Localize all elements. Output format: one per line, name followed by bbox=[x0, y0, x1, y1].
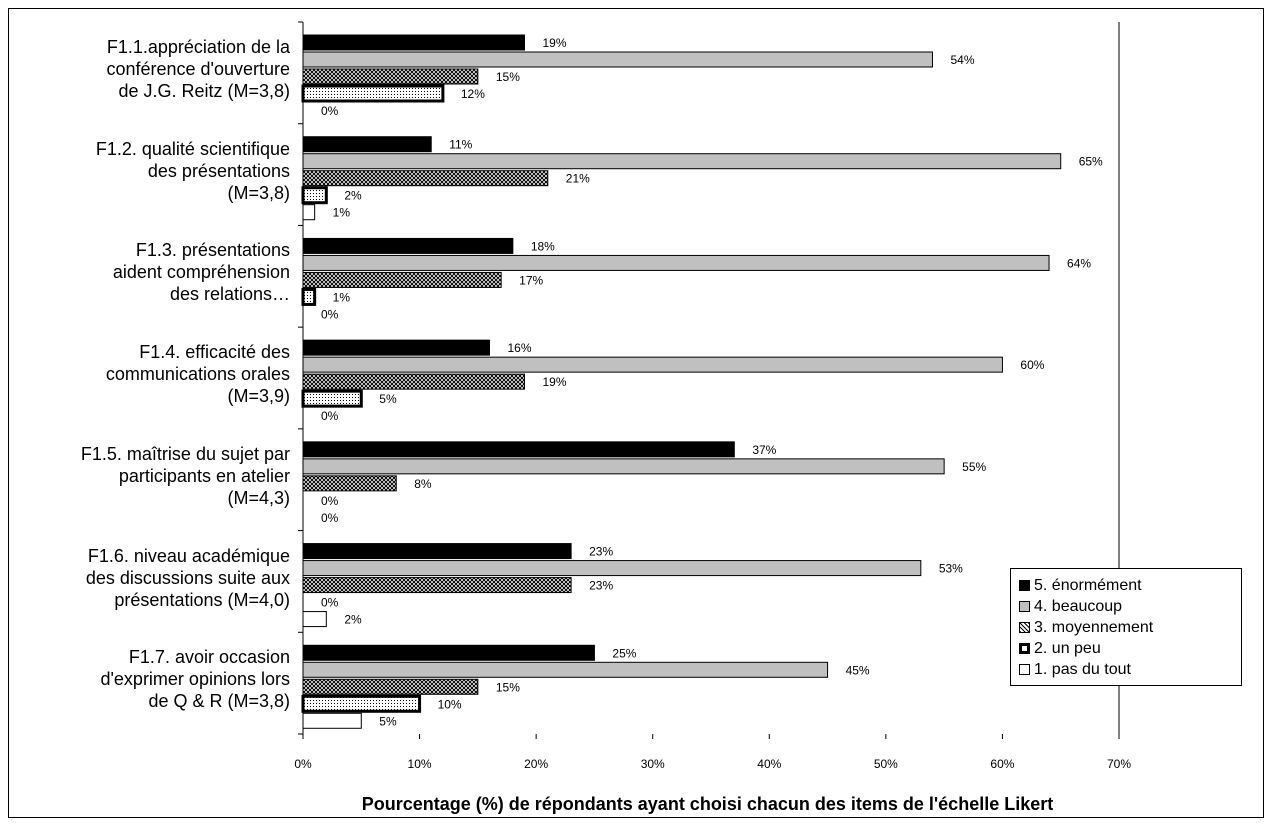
data-label: 0% bbox=[321, 307, 339, 321]
data-label: 11% bbox=[449, 138, 472, 152]
data-label: 53% bbox=[939, 562, 963, 576]
data-label: 19% bbox=[542, 36, 566, 50]
data-label: 10% bbox=[438, 697, 462, 711]
bar bbox=[301, 389, 363, 408]
bar bbox=[302, 441, 735, 458]
bar bbox=[301, 84, 445, 103]
bar bbox=[302, 339, 491, 356]
data-label: 23% bbox=[589, 545, 613, 559]
data-label: 0% bbox=[321, 511, 339, 525]
category-label: F1.1.appréciation de la conférence d'ouv… bbox=[106, 37, 290, 101]
data-label: 25% bbox=[612, 646, 636, 660]
bar bbox=[302, 271, 502, 288]
data-label: 65% bbox=[1079, 155, 1103, 169]
plot-area: 0% 10% 20% 30% 40% 50% 60% 70% 19% 54% 15% 12% 0% 11%… bbox=[294, 21, 1131, 771]
bar bbox=[302, 373, 525, 390]
category-label: F1.6. niveau académique des discussions … bbox=[85, 545, 290, 610]
data-label: 2% bbox=[344, 613, 362, 627]
category-label: F1.3. présentations aident compréhension… bbox=[112, 240, 290, 305]
bar bbox=[302, 204, 316, 221]
bar bbox=[302, 712, 362, 729]
bar bbox=[302, 661, 829, 678]
x-tick-label: 0% bbox=[294, 757, 312, 771]
legend-swatch-beaucoup bbox=[1019, 601, 1030, 612]
x-tick-label: 30% bbox=[641, 757, 665, 771]
bar bbox=[301, 186, 328, 205]
data-label: 19% bbox=[542, 375, 566, 389]
data-label: 5% bbox=[379, 714, 397, 728]
data-label: 37% bbox=[752, 443, 776, 457]
data-label: 0% bbox=[321, 409, 339, 423]
bar bbox=[302, 543, 572, 560]
legend-label: 1. pas du tout bbox=[1034, 660, 1131, 678]
bar bbox=[302, 237, 514, 254]
x-axis-title: Pourcentage (%) de répondants ayant choi… bbox=[361, 794, 1054, 814]
data-label: 2% bbox=[344, 189, 362, 203]
bar bbox=[302, 68, 479, 85]
bar bbox=[302, 678, 479, 695]
x-tick-label: 50% bbox=[874, 757, 898, 771]
legend-label: 2. un peu bbox=[1034, 639, 1101, 657]
bar bbox=[302, 34, 525, 51]
x-tick-label: 60% bbox=[990, 757, 1014, 771]
legend-label: 4. beaucoup bbox=[1034, 597, 1123, 615]
legend: 5. énormément 4. beaucoup 3. moyennement… bbox=[1010, 568, 1242, 686]
legend-swatch-un-peu bbox=[1019, 643, 1030, 654]
legend-swatch-moyennement bbox=[1019, 622, 1030, 633]
bar bbox=[302, 458, 945, 475]
x-tick-label: 10% bbox=[408, 757, 432, 771]
category-label: F1.2. qualité scientifique des présentat… bbox=[95, 138, 290, 203]
category-label: F1.5. maîtrise du sujet par participants… bbox=[80, 443, 290, 508]
legend-label: 5. énormément bbox=[1034, 576, 1142, 594]
legend-item: 1. pas du tout bbox=[1019, 659, 1241, 680]
bar bbox=[302, 560, 922, 577]
x-tick-label: 20% bbox=[524, 757, 548, 771]
data-label: 17% bbox=[519, 273, 543, 287]
data-label: 60% bbox=[1020, 358, 1044, 372]
data-label: 55% bbox=[962, 460, 986, 474]
data-label: 15% bbox=[496, 70, 520, 84]
data-label: 12% bbox=[461, 87, 485, 101]
bar bbox=[302, 136, 432, 153]
x-tick-label: 70% bbox=[1107, 757, 1131, 771]
data-label: 23% bbox=[589, 579, 613, 593]
bar bbox=[302, 577, 572, 594]
x-tick-label: 40% bbox=[757, 757, 781, 771]
legend-item: 3. moyennement bbox=[1019, 617, 1241, 638]
category-label: F1.4. efficacité des communications oral… bbox=[105, 342, 290, 407]
data-label: 0% bbox=[321, 596, 339, 610]
data-label: 5% bbox=[379, 392, 397, 406]
data-label: 1% bbox=[333, 290, 351, 304]
data-label: 64% bbox=[1067, 256, 1091, 270]
data-label: 45% bbox=[846, 663, 870, 677]
data-label: 16% bbox=[508, 341, 532, 355]
bar bbox=[302, 254, 1050, 271]
bar bbox=[301, 694, 422, 713]
legend-item: 5. énormément bbox=[1019, 575, 1241, 596]
data-label: 15% bbox=[496, 680, 520, 694]
legend-swatch-enormement bbox=[1019, 580, 1030, 591]
category-label: F1.7. avoir occasion d'exprimer opinions… bbox=[100, 647, 290, 712]
bar bbox=[302, 153, 1062, 170]
bar bbox=[301, 287, 317, 306]
data-label: 18% bbox=[531, 239, 555, 253]
bar bbox=[302, 356, 1003, 373]
data-label: 1% bbox=[333, 206, 351, 220]
bar bbox=[302, 611, 327, 628]
legend-label: 3. moyennement bbox=[1034, 618, 1154, 636]
data-label: 0% bbox=[321, 494, 339, 508]
bar bbox=[302, 170, 549, 187]
bar bbox=[302, 644, 595, 661]
bar bbox=[302, 51, 933, 68]
data-label: 21% bbox=[566, 172, 590, 186]
legend-item: 2. un peu bbox=[1019, 638, 1241, 659]
data-label: 0% bbox=[321, 104, 339, 118]
bar bbox=[302, 475, 397, 492]
data-label: 8% bbox=[414, 477, 432, 491]
legend-swatch-pas-du-tout bbox=[1019, 664, 1030, 675]
data-label: 54% bbox=[950, 53, 974, 67]
legend-item: 4. beaucoup bbox=[1019, 596, 1241, 617]
